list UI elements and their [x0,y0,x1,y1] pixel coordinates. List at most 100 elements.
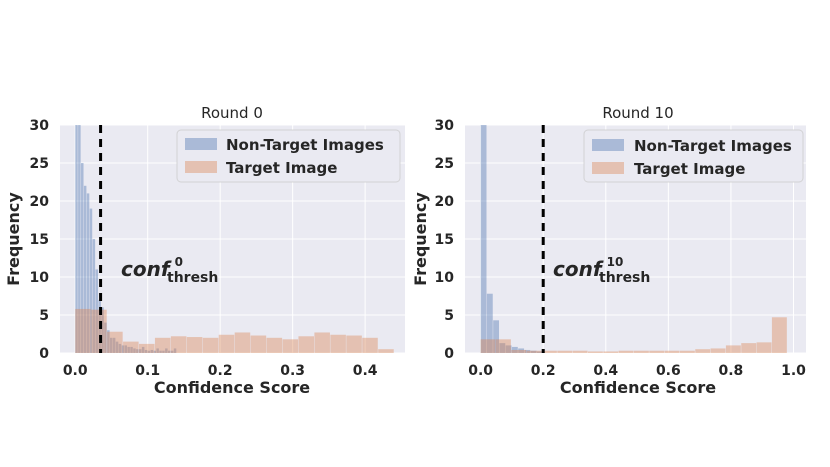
histogram-bar-target [664,350,680,353]
chart-round-0: 0 5 10 15 20 25 30 0.0 0.1 0.2 0.3 0.4 Round 0 Con… [4,104,405,397]
histogram-bar-non-target [75,125,78,353]
histogram-bar-non-target [147,350,151,353]
x-tick-label: 0.8 [719,363,744,379]
y-tick-label: 25 [30,156,49,172]
y-axis-label: Frequency [4,192,23,286]
legend-label-non-target: Non-Target Images [634,137,792,155]
legend-swatch-non-target [185,138,217,150]
histogram-bar-target [695,349,711,353]
annotation-base: conf [553,257,604,281]
x-tick-label: 0.4 [593,363,618,379]
histogram-bar-non-target [81,163,84,353]
x-axis-label: Confidence Score [560,378,716,397]
histogram-bar-target [170,336,187,353]
legend-box [583,129,804,183]
threshold-annotation: conf 0 thresh [121,255,218,286]
y-tick-label: 20 [435,194,455,210]
histogram-bar-non-target [83,185,87,353]
histogram-bar-target [186,337,203,353]
histogram-bar-target [378,349,394,353]
histogram-bar-non-target [139,349,142,353]
x-tick-label: 0.2 [208,363,233,379]
histogram-bar-target [633,350,649,353]
histogram-bar-non-target [115,341,119,353]
histogram-bar-target [154,337,171,353]
histogram-bar-non-target [150,349,154,353]
histogram-bar-target [511,349,527,353]
histogram-bar-target [234,332,251,353]
histogram-bar-non-target [92,239,96,353]
histogram-bar-non-target [112,337,116,353]
legend: Non-Target Images Target Image [176,129,401,183]
histogram-bar-non-target [505,345,512,353]
histogram-bar-target [218,334,235,353]
histogram-bar-non-target [124,345,128,353]
legend: Non-Target Images Target Image [583,129,804,183]
histogram-bar-target [710,348,726,353]
legend-box [176,129,401,183]
y-tick-label: 20 [30,194,50,210]
x-axis-label: Confidence Score [154,378,310,397]
histogram-bar-target [314,332,330,353]
annotation-subscript: thresh [599,270,650,286]
chart-round-10: 0 5 10 15 20 25 30 0.0 0.2 0.4 0.6 0.8 1.0 Round 10… [411,104,806,397]
histogram-bar-target [756,342,772,353]
histogram-bar-non-target [86,193,90,353]
annotation-base: conf [121,257,172,281]
legend-swatch-target [185,161,217,173]
annotation-subscript: thresh [167,270,218,286]
histogram-bar-non-target [127,346,130,353]
histogram-bar-non-target [95,269,99,353]
histogram-bar-non-target [536,351,543,353]
histogram-bar-non-target [511,346,518,353]
histogram-bar-non-target [486,293,493,353]
histogram-bar-target [250,335,267,353]
y-ticks: 0 5 10 15 20 25 30 [30,118,50,362]
x-tick-label: 0.6 [656,363,681,379]
x-tick-label: 0.3 [280,363,305,379]
histogram-bar-non-target [499,343,506,353]
x-tick-label: 0.0 [63,363,88,379]
histogram-bar-target [91,309,107,353]
y-tick-label: 5 [39,308,49,324]
svg-text:conf 0: conf 0 [121,255,183,281]
histogram-bar-non-target [110,337,113,353]
y-ticks: 0 5 10 15 20 25 30 [435,118,455,362]
histogram-bar-non-target [107,330,110,353]
y-tick-label: 15 [30,232,49,248]
chart-title: Round 0 [201,104,263,122]
bars [75,125,394,353]
histogram-bar-non-target [133,348,136,353]
histogram-bar-non-target [170,350,174,353]
legend-label-target: Target Image [226,159,337,177]
chart-title: Round 10 [602,104,673,122]
annotation-superscript: 10 [607,255,624,269]
histogram-bar-target [298,336,315,353]
histogram-bar-non-target [156,348,159,353]
y-tick-label: 0 [39,346,49,362]
y-tick-label: 10 [30,270,50,286]
histogram-bar-target [618,350,634,353]
y-tick-label: 5 [444,308,454,324]
bars [480,125,787,353]
histogram-bar-target [107,331,123,353]
histogram-bar-non-target [167,350,171,353]
x-tick-label: 1.0 [781,363,806,379]
histogram-bar-target [771,317,787,353]
legend-label-target: Target Image [634,160,745,178]
y-tick-label: 30 [435,118,455,134]
histogram-bar-non-target [130,346,133,353]
legend-swatch-non-target [592,139,624,151]
histogram-bar-target [603,351,619,353]
histogram-bar-target [679,350,695,353]
x-ticks: 0.0 0.2 0.4 0.6 0.8 1.0 [468,363,806,379]
histogram-bar-target [480,339,496,353]
histogram-bar-non-target [101,307,104,353]
histogram-bar-target [346,335,362,353]
histogram-bar-target [139,343,155,353]
histogram-bar-target [362,337,378,353]
histogram-bar-target [202,337,219,353]
histogram-bar-target [572,350,588,353]
histogram-bar-non-target [518,348,525,353]
x-tick-label: 0.2 [531,363,556,379]
